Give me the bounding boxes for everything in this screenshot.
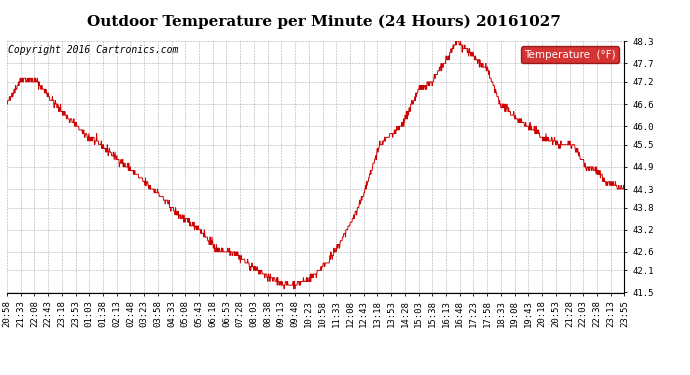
Text: Copyright 2016 Cartronics.com: Copyright 2016 Cartronics.com — [8, 45, 178, 55]
Legend: Temperature  (°F): Temperature (°F) — [522, 46, 619, 63]
Text: Outdoor Temperature per Minute (24 Hours) 20161027: Outdoor Temperature per Minute (24 Hours… — [88, 15, 561, 29]
